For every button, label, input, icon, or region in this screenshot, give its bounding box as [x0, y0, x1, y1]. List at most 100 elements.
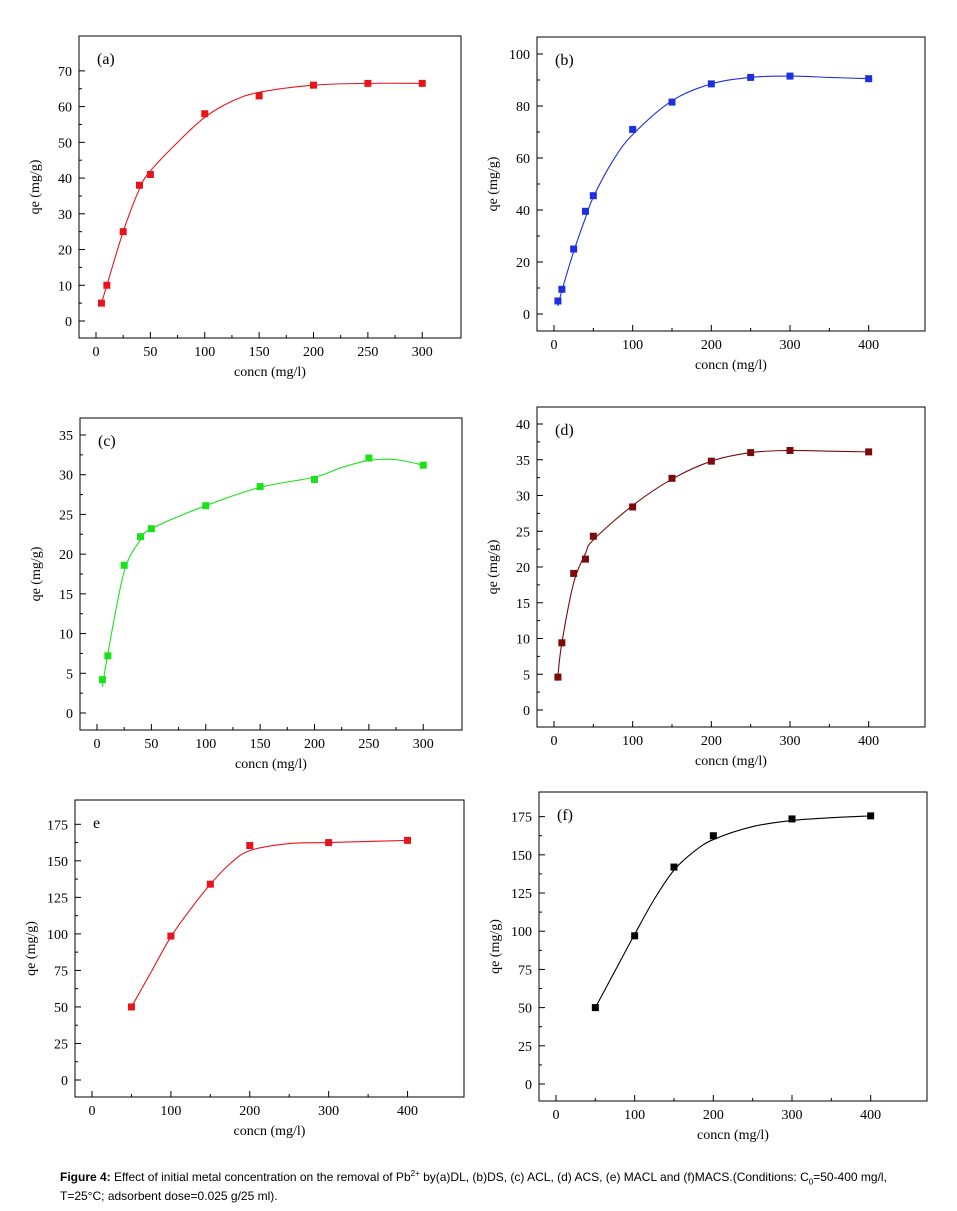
- chart-6-data-point: [867, 812, 875, 820]
- chart-1-ytick-label: 20: [58, 244, 72, 259]
- chart-5-xtick-label: 300: [318, 1104, 339, 1119]
- chart-4-ytick-label: 0: [523, 704, 530, 719]
- chart-1-data-point: [364, 79, 372, 87]
- chart-3-panel-label: (c): [98, 433, 116, 450]
- caption-text-part3: =50-400 mg/l, T=25°C; adsorbent dose=0.0…: [60, 1170, 887, 1204]
- chart-5-frame: [74, 799, 465, 1098]
- chart-4-data-point: [707, 457, 715, 465]
- chart-4-data-point: [558, 639, 566, 647]
- chart-1-ytick-label: 30: [58, 208, 72, 223]
- chart-1-x-axis-title: concn (mg/l): [234, 365, 306, 380]
- chart-3-data-point: [311, 475, 318, 483]
- chart-4-fit-curve: [557, 449, 869, 676]
- caption-c0-subscript: 0: [808, 1177, 814, 1187]
- chart-3-ytick-label: 15: [59, 588, 73, 603]
- chart-4-xtick-label: 300: [780, 734, 801, 749]
- chart-3-ytick-label: 30: [59, 469, 73, 484]
- chart-4-ytick-label: 35: [516, 454, 530, 469]
- chart-1-ytick-label: 50: [58, 136, 72, 151]
- chart-2-ytick-label: 80: [516, 100, 530, 115]
- chart-1-y-axis-title: qe (mg/g): [28, 159, 43, 214]
- chart-3-ytick-label: 10: [59, 628, 73, 643]
- chart-1-data-point: [136, 181, 143, 189]
- chart-4-data-point: [589, 532, 597, 540]
- chart-2-ytick-label: 60: [516, 152, 530, 167]
- chart-6-xtick-label: 400: [860, 1108, 881, 1123]
- chart-3-data-point: [120, 561, 128, 569]
- chart-6-xtick-label: 200: [703, 1108, 724, 1123]
- chart-2-data-point: [747, 73, 755, 81]
- chart-3: 0 50 100 150 200 250 300 0 5 10 15 20 25 30 35 concn (m…: [29, 417, 463, 772]
- chart-4-data-point: [581, 555, 589, 563]
- chart-2-panel-label: (b): [555, 52, 574, 69]
- chart-4-xtick-label: 200: [701, 734, 722, 749]
- chart-3-ytick-label: 5: [66, 667, 73, 682]
- chart-3-ytick-label: 0: [66, 707, 73, 722]
- chart-4-data-point: [747, 449, 755, 457]
- chart-6-xtick-label: 100: [624, 1108, 645, 1123]
- chart-2-xtick-label: 100: [622, 338, 643, 353]
- chart-5-data-point: [325, 839, 333, 847]
- chart-5-data-point: [246, 841, 254, 849]
- chart-4-data-point: [865, 448, 873, 456]
- chart-3-ytick-label: 35: [59, 429, 73, 444]
- chart-4-xtick-label: 400: [858, 734, 879, 749]
- chart-5-data-point: [167, 932, 175, 940]
- chart-2: 0 100 200 300 400 0 20 40 60 80 100 concn (mg/l) qe …: [486, 36, 926, 373]
- chart-2-xtick-label: 300: [780, 338, 801, 353]
- chart-5-ytick-label: 75: [54, 964, 68, 979]
- chart-4-y-axis-title: qe (mg/g): [486, 539, 501, 594]
- chart-6-data-point: [591, 1004, 599, 1012]
- chart-2-y-axis-title: qe (mg/g): [486, 156, 501, 211]
- chart-6-ytick-label: 25: [518, 1040, 532, 1055]
- chart-4-ytick-label: 20: [516, 561, 530, 576]
- chart-4-xtick-label: 0: [551, 734, 558, 749]
- chart-3-xtick-label: 50: [144, 737, 158, 752]
- chart-5-data-point: [404, 836, 412, 844]
- chart-6-xtick-label: 0: [553, 1108, 560, 1123]
- chart-5-data-point: [206, 880, 214, 888]
- chart-4-xtick-label: 100: [622, 734, 643, 749]
- chart-5: 0 100 200 300 400 0 25 50 75 100 125 150 175 concn (m…: [24, 799, 465, 1139]
- chart-2-ytick-label: 0: [523, 308, 530, 323]
- chart-2-x-axis-title: concn (mg/l): [695, 358, 767, 373]
- chart-3-y-axis-title: qe (mg/g): [29, 546, 44, 601]
- chart-5-x-axis-title: concn (mg/l): [234, 1124, 306, 1139]
- caption-text-part2: by(a)DL, (b)DS, (c) ACL, (d) ACS, (e) MA…: [419, 1170, 809, 1184]
- chart-1-data-point: [201, 110, 209, 118]
- chart-6-panel-label: (f): [557, 807, 573, 824]
- chart-2-data-point: [570, 245, 578, 253]
- chart-5-ytick-label: 25: [54, 1037, 68, 1052]
- chart-2-data-point: [554, 297, 562, 305]
- chart-5-xtick-label: 0: [89, 1104, 96, 1119]
- chart-5-panel-label: e: [93, 815, 100, 832]
- chart-1-xtick-label: 100: [194, 345, 215, 360]
- chart-3-ytick-label: 20: [59, 548, 73, 563]
- chart-3-fit-curve: [101, 458, 424, 687]
- chart-5-y-axis-title: qe (mg/g): [24, 921, 39, 976]
- caption-text-part1: Effect of initial metal concentration on…: [110, 1170, 411, 1184]
- chart-2-ytick-label: 100: [509, 48, 530, 63]
- chart-3-xtick-label: 300: [413, 737, 434, 752]
- chart-5-ytick-label: 0: [61, 1074, 68, 1089]
- chart-3-xtick-label: 100: [195, 737, 216, 752]
- chart-6: 0 100 200 300 400 0 25 50 75 100 125 150 175 concn (m…: [488, 791, 928, 1143]
- chart-2-ytick-label: 40: [516, 204, 530, 219]
- chart-2-xtick-label: 400: [858, 338, 879, 353]
- chart-3-xtick-label: 150: [250, 737, 271, 752]
- chart-4-data-point: [786, 446, 794, 454]
- chart-6-data-point: [670, 863, 678, 871]
- chart-2-ytick-label: 20: [516, 256, 530, 271]
- chart-6-xtick-label: 300: [782, 1108, 803, 1123]
- chart-6-ytick-label: 175: [511, 811, 532, 826]
- chart-1-data-point: [146, 170, 154, 178]
- chart-3-data-point: [147, 525, 155, 533]
- chart-4-ytick-label: 30: [516, 490, 530, 505]
- chart-4-ytick-label: 5: [523, 668, 530, 683]
- chart-3-data-point: [202, 502, 210, 510]
- chart-5-ytick-label: 175: [47, 818, 68, 833]
- chart-6-x-axis-title: concn (mg/l): [697, 1128, 769, 1143]
- chart-5-fit-curve: [130, 839, 408, 1008]
- caption-pb-superscript: 2+: [410, 1169, 420, 1178]
